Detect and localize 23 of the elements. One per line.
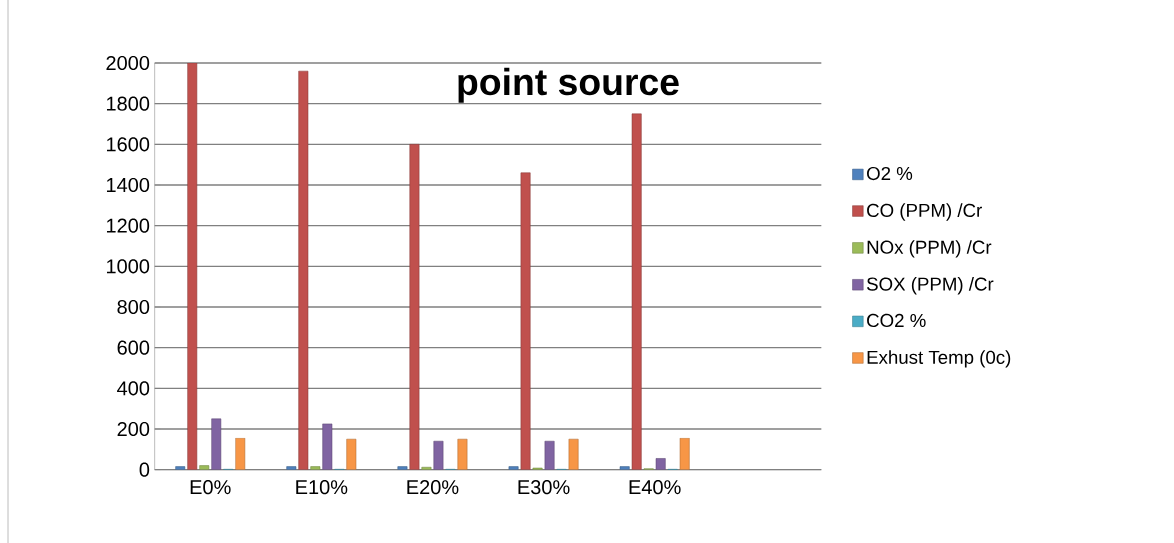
legend-label: O2 % [867, 166, 913, 181]
y-tick-label: 400 [117, 381, 150, 396]
legend-label: CO2 % [867, 313, 926, 328]
y-tick-label: 1400 [106, 177, 150, 193]
y-tick-label: 1600 [106, 137, 150, 152]
y-tick-label: 200 [117, 421, 150, 437]
legend-label: SOX (PPM) /Cr [866, 276, 994, 295]
x-tick-label: E30% [518, 480, 570, 495]
y-tick-label: 1000 [106, 259, 150, 274]
y-tick-label: 2000 [106, 55, 150, 71]
legend-label: Exhust Temp (0c) [867, 350, 1011, 368]
x-tick-label: E0% [190, 480, 231, 495]
y-tick-label: 600 [117, 340, 150, 355]
y-tick-label: 1800 [106, 96, 150, 111]
legend-label: CO (PPM) /Cr [867, 203, 982, 221]
chart-title: point source [458, 67, 679, 103]
x-tick-label: E40% [629, 480, 681, 495]
x-tick-label: E10% [296, 480, 348, 495]
y-tick-label: 1200 [106, 218, 150, 233]
legend-label: NOx (PPM) /Cr [867, 240, 992, 258]
y-tick-label: 0 [139, 462, 150, 477]
y-tick-label: 800 [117, 299, 150, 315]
x-tick-label: E20% [407, 480, 459, 495]
